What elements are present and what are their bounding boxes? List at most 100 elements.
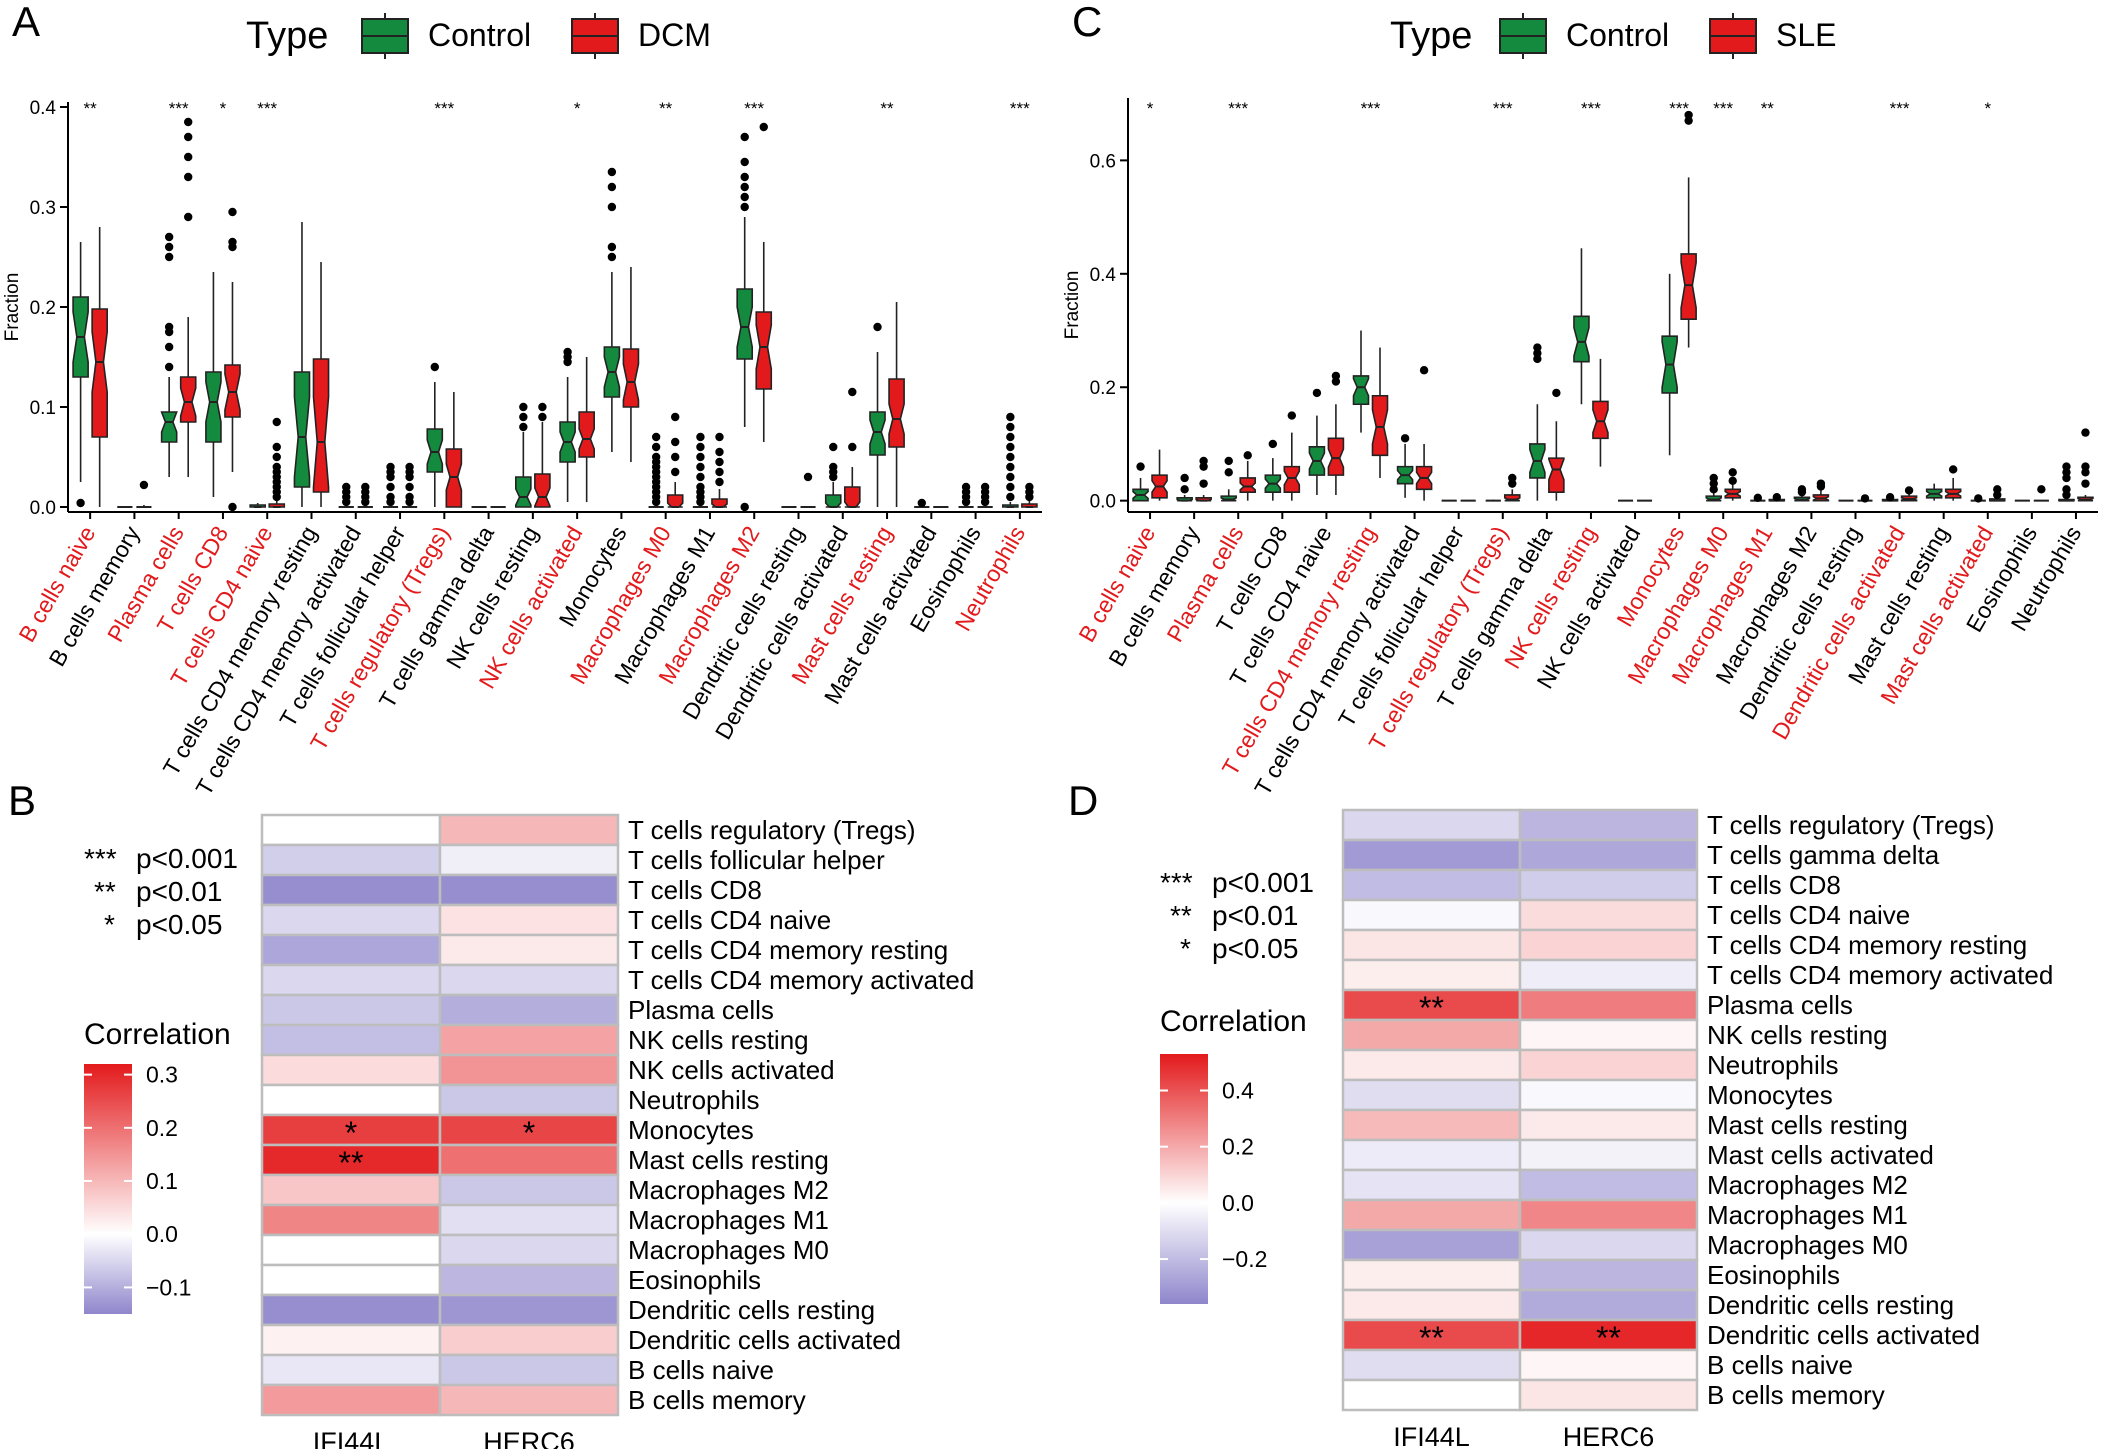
- panel-label-C: C: [1072, 0, 1102, 45]
- outlier-point: [715, 432, 724, 442]
- column-label: IFI44L: [1393, 1422, 1470, 1449]
- outlier-point: [1885, 493, 1895, 502]
- color-tick-label: 0.0: [146, 1221, 178, 1247]
- heatmap-cell: [438, 843, 620, 877]
- outlier-point: [1331, 371, 1341, 381]
- category-group: *B cells naive: [1073, 99, 1168, 646]
- box-control: [603, 167, 621, 452]
- row-label: Eosinophils: [628, 1265, 761, 1295]
- heatmap-cell: [1518, 1228, 1699, 1262]
- heatmap-cell: [1518, 838, 1699, 872]
- outlier-point: [1006, 452, 1015, 462]
- row-label: T cells regulatory (Tregs): [628, 815, 916, 845]
- outlier-point: [1709, 473, 1718, 483]
- box-body: [1327, 437, 1345, 476]
- outlier-point: [519, 422, 528, 432]
- outlier-point: [696, 452, 705, 462]
- outlier-point: [803, 472, 813, 482]
- significance-mark: ***: [1713, 99, 1733, 118]
- outlier-point: [1312, 388, 1322, 398]
- box-body: [426, 428, 444, 473]
- color-bar: [84, 1064, 132, 1314]
- outlier-point: [228, 502, 237, 512]
- heatmap-cell: [1518, 1378, 1699, 1412]
- heatmap-cell: [260, 1383, 442, 1417]
- y-tick-label: 0.4: [30, 98, 57, 119]
- panel-label-A: A: [12, 0, 40, 45]
- outlier-point: [1006, 482, 1015, 492]
- box-case: [268, 417, 286, 508]
- heatmap-cell: [1341, 838, 1522, 872]
- heatmap-cell: [1518, 1078, 1699, 1112]
- heatmap-cell: [260, 1023, 442, 1057]
- box-body: [1573, 315, 1590, 363]
- outlier-point: [342, 482, 351, 492]
- outlier-point: [1860, 494, 1870, 503]
- heatmap-row: Plasma cells: [260, 993, 774, 1027]
- heatmap-cell: [260, 993, 442, 1027]
- outlier-point: [184, 117, 193, 127]
- category-group: **B cells naive: [13, 99, 108, 646]
- box-body: [1680, 253, 1697, 320]
- outlier-point: [1974, 494, 1983, 503]
- outlier-point: [607, 182, 617, 192]
- color-scale: Correlation 0.3 0.2 0.1 0.0 −0.1: [84, 1018, 231, 1314]
- heatmap-row: Macrophages M2: [260, 1173, 829, 1207]
- heatmap-cell: [1341, 1198, 1522, 1232]
- heatmap-cell: [1341, 1168, 1522, 1202]
- outlier-point: [386, 492, 395, 502]
- heatmap-row: NK cells activated: [260, 1053, 835, 1087]
- outlier-point: [1287, 411, 1297, 420]
- heatmap-cell: [438, 903, 620, 937]
- outlier-point: [740, 182, 749, 192]
- significance-mark: *: [574, 99, 581, 118]
- box-case: [888, 302, 905, 507]
- outlier-point: [1006, 442, 1015, 452]
- heatmap-cell: [1518, 868, 1699, 902]
- heatmap-cell: [260, 1143, 442, 1177]
- outlier-point: [715, 467, 724, 477]
- legend-title: Type: [246, 15, 328, 57]
- box-case: [1812, 479, 1830, 502]
- y-tick-label: 0.0: [30, 498, 56, 519]
- outlier-point: [1224, 468, 1233, 477]
- box-control: [1925, 483, 1943, 501]
- y-tick-label: 0.2: [1090, 378, 1116, 399]
- row-label: T cells CD4 memory resting: [628, 935, 948, 965]
- heatmap-row: Eosinophils: [1341, 1258, 1840, 1292]
- significance-legend: *** p<0.001 ** p<0.01 * p<0.05: [84, 843, 238, 940]
- heatmap-cell: [438, 963, 620, 997]
- heatmap-row: Neutrophils: [260, 1083, 760, 1117]
- row-label: Dendritic cells resting: [628, 1295, 875, 1325]
- heatmap-cell: [1518, 898, 1699, 932]
- significance-mark: ***: [1361, 99, 1381, 118]
- box-case: [534, 402, 551, 508]
- box-control: [1661, 273, 1678, 456]
- box-case: [800, 472, 816, 508]
- box-body: [1283, 465, 1301, 493]
- outlier-point: [1419, 366, 1429, 375]
- heatmap-cell: [1518, 1018, 1699, 1052]
- box-body: [736, 288, 754, 360]
- heatmap-cell: [1518, 1108, 1699, 1142]
- row-label: T cells gamma delta: [1707, 840, 1940, 870]
- row-label: Mast cells resting: [628, 1145, 829, 1175]
- box-body: [91, 308, 108, 438]
- box-case: [977, 482, 993, 508]
- box-control: [2058, 462, 2075, 502]
- heatmap-cell: [1518, 958, 1699, 992]
- box-case: [1944, 465, 1962, 501]
- heatmap-row: T cells CD4 memory activated: [1341, 958, 2053, 992]
- column-label: IFI44L: [313, 1427, 390, 1449]
- box-control: [1220, 456, 1238, 502]
- heatmap-row: Dendritic cells resting: [260, 1293, 875, 1327]
- outlier-point: [164, 242, 174, 252]
- heatmap-row: * * Monocytes: [260, 1113, 754, 1151]
- row-label: NK cells resting: [628, 1025, 809, 1055]
- significance-mark: ***: [1010, 99, 1030, 118]
- column-label: HERC6: [483, 1427, 575, 1449]
- heatmap-cell: [1518, 1258, 1699, 1292]
- box-control: [205, 272, 222, 497]
- box-control: [559, 347, 576, 502]
- box-control: [515, 402, 532, 508]
